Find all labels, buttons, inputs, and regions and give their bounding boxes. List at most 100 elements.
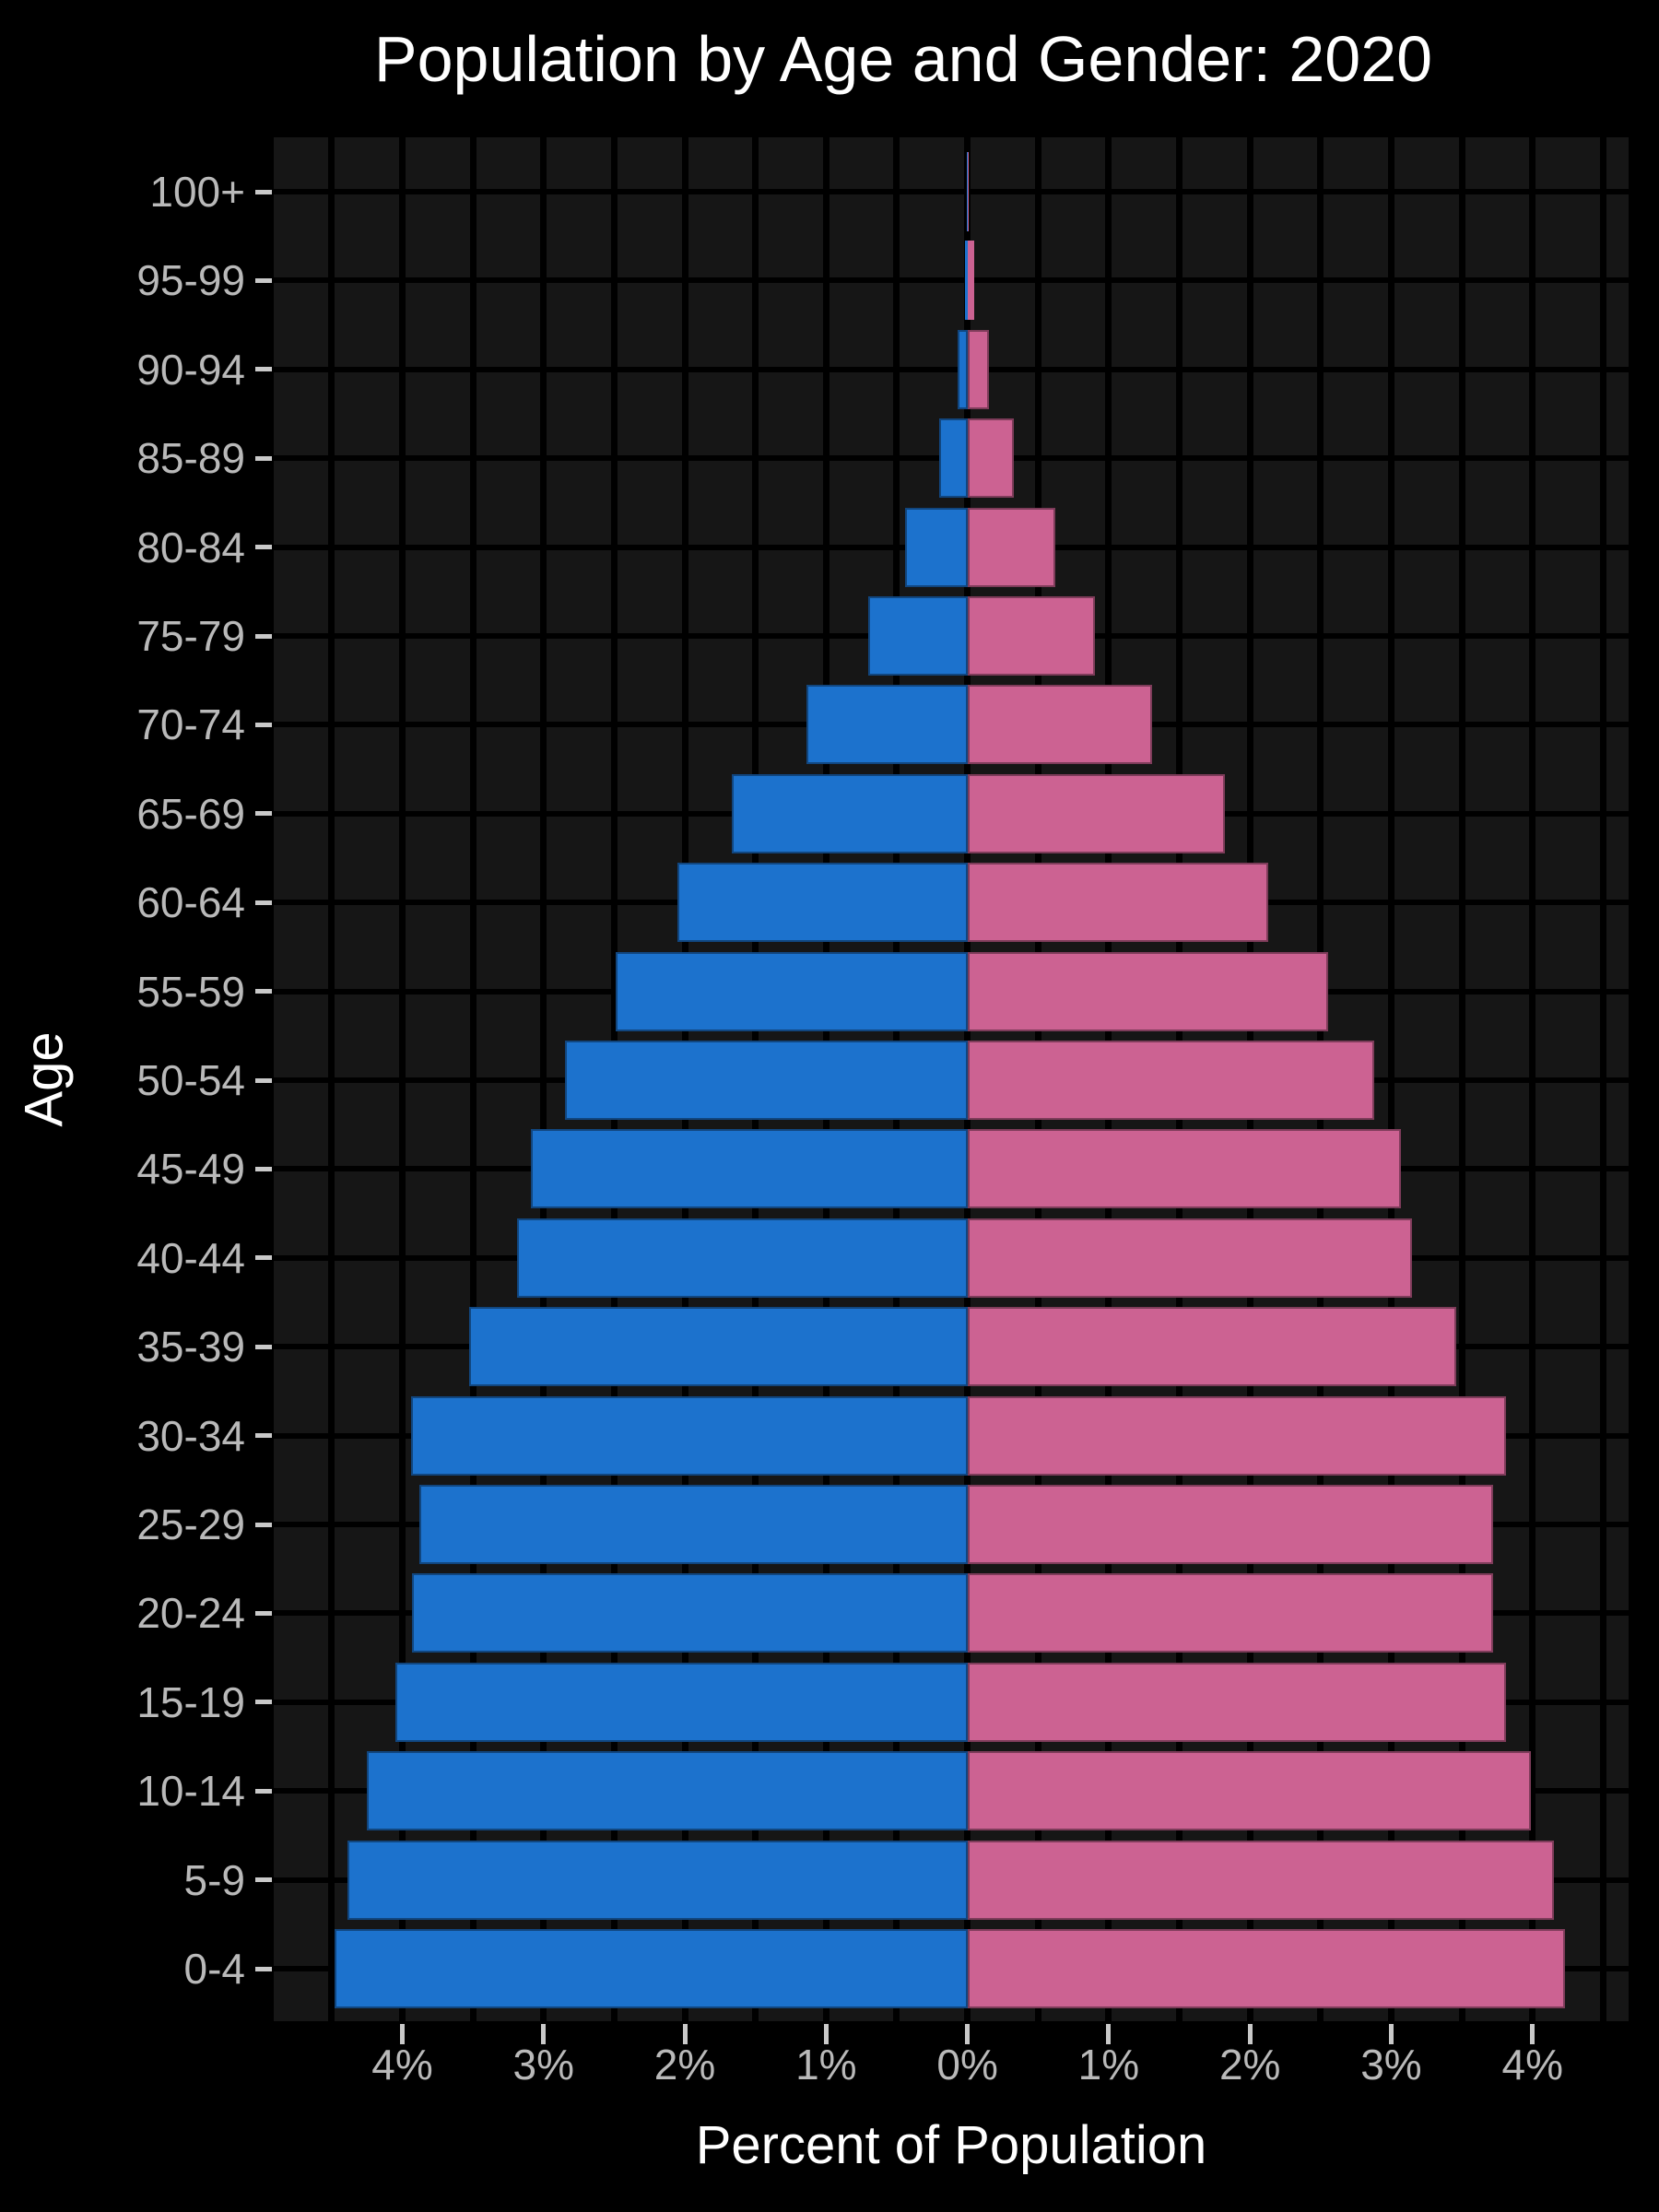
female-bar-30-34 [967,1395,1506,1476]
y-tick-mark [255,1433,272,1439]
gridline-horizontal [274,366,1629,372]
male-bar-90-94 [957,329,968,409]
male-bar-5-9 [347,1840,968,1920]
y-tick-mark [255,1344,272,1349]
x-tick-label: 3% [512,2041,575,2088]
female-bar-95-99 [967,241,974,321]
x-tick-mark [823,2024,829,2044]
female-bar-40-44 [967,1218,1413,1298]
female-bar-35-39 [967,1307,1456,1387]
x-tick-label: 4% [371,2041,433,2088]
female-bar-100+ [967,152,970,231]
gridline-horizontal [274,277,1629,284]
y-tick-mark [255,1522,272,1527]
x-axis-title: Percent of Population [695,2115,1207,2175]
y-tick-label: 45-49 [136,1145,245,1194]
female-bar-10-14 [967,1751,1532,1831]
male-bar-100+ [966,152,968,231]
x-tick-mark [1106,2024,1112,2044]
male-bar-45-49 [530,1129,968,1209]
y-tick-mark [255,367,272,372]
female-bar-45-49 [967,1129,1402,1209]
male-bar-65-69 [731,773,968,853]
male-bar-0-4 [334,1929,968,2008]
y-tick-label: 95-99 [136,256,245,305]
x-tick-label: 4% [1501,2041,1564,2088]
y-tick-label: 5-9 [183,1855,245,1904]
male-bar-20-24 [412,1573,968,1653]
plot-panel [274,137,1629,2021]
y-tick-mark [255,1255,272,1261]
male-bar-40-44 [516,1218,968,1298]
y-tick-mark [255,545,272,550]
x-tick-mark [682,2024,688,2044]
male-bar-75-79 [868,596,968,676]
y-tick-mark [255,989,272,994]
x-tick-mark [399,2024,405,2044]
y-tick-label: 100+ [149,168,245,216]
y-tick-mark [255,277,272,283]
female-bar-20-24 [967,1573,1493,1653]
chart-title: Population by Age and Gender: 2020 [373,23,1433,95]
y-tick-mark [255,1700,272,1705]
y-tick-mark [255,189,272,194]
male-bar-55-59 [615,951,968,1031]
y-tick-label: 70-74 [136,700,245,749]
male-bar-60-64 [677,863,968,943]
female-bar-5-9 [967,1840,1554,1920]
y-tick-label: 40-44 [136,1233,245,1282]
female-bar-70-74 [967,685,1153,765]
y-tick-mark [255,455,272,461]
y-tick-label: 35-39 [136,1323,245,1371]
y-tick-label: 30-34 [136,1411,245,1460]
female-bar-50-54 [967,1041,1375,1120]
y-tick-label: 20-24 [136,1589,245,1638]
y-tick-label: 75-79 [136,612,245,660]
y-tick-mark [255,1610,272,1616]
male-bar-35-39 [468,1307,968,1387]
female-bar-0-4 [967,1929,1566,2008]
x-tick-label: 1% [795,2041,857,2088]
x-tick-mark [1247,2024,1253,2044]
female-bar-90-94 [967,329,989,409]
x-tick-mark [1388,2024,1394,2044]
male-bar-25-29 [418,1485,968,1564]
male-bar-80-84 [905,507,968,587]
female-bar-75-79 [967,596,1095,676]
x-tick-label: 2% [653,2041,716,2088]
y-tick-mark [255,900,272,905]
y-tick-mark [255,633,272,639]
male-bar-15-19 [394,1662,968,1742]
x-tick-mark [1530,2024,1535,2044]
y-tick-mark [255,1966,272,1971]
y-tick-label: 25-29 [136,1500,245,1548]
female-bar-55-59 [967,951,1328,1031]
y-tick-label: 15-19 [136,1677,245,1726]
male-bar-85-89 [938,418,968,499]
y-tick-label: 50-54 [136,1056,245,1104]
y-tick-label: 90-94 [136,345,245,394]
y-tick-label: 85-89 [136,434,245,483]
male-bar-50-54 [564,1041,968,1120]
y-tick-mark [255,811,272,817]
y-tick-label: 60-64 [136,878,245,927]
x-tick-label: 2% [1218,2041,1281,2088]
y-tick-mark [255,1077,272,1083]
y-tick-mark [255,1166,272,1171]
gridline-horizontal [274,189,1629,194]
y-tick-label: 55-59 [136,967,245,1016]
y-tick-label: 80-84 [136,523,245,571]
y-tick-mark [255,1788,272,1794]
female-bar-80-84 [967,507,1055,587]
y-tick-label: 65-69 [136,789,245,838]
male-bar-70-74 [806,685,968,765]
male-bar-95-99 [965,241,968,321]
female-bar-65-69 [967,773,1225,853]
female-bar-85-89 [967,418,1015,499]
x-tick-mark [541,2024,547,2044]
male-bar-30-34 [410,1395,968,1476]
y-tick-mark [255,1877,272,1883]
y-tick-mark [255,722,272,727]
female-bar-15-19 [967,1662,1506,1742]
male-bar-10-14 [367,1751,968,1831]
